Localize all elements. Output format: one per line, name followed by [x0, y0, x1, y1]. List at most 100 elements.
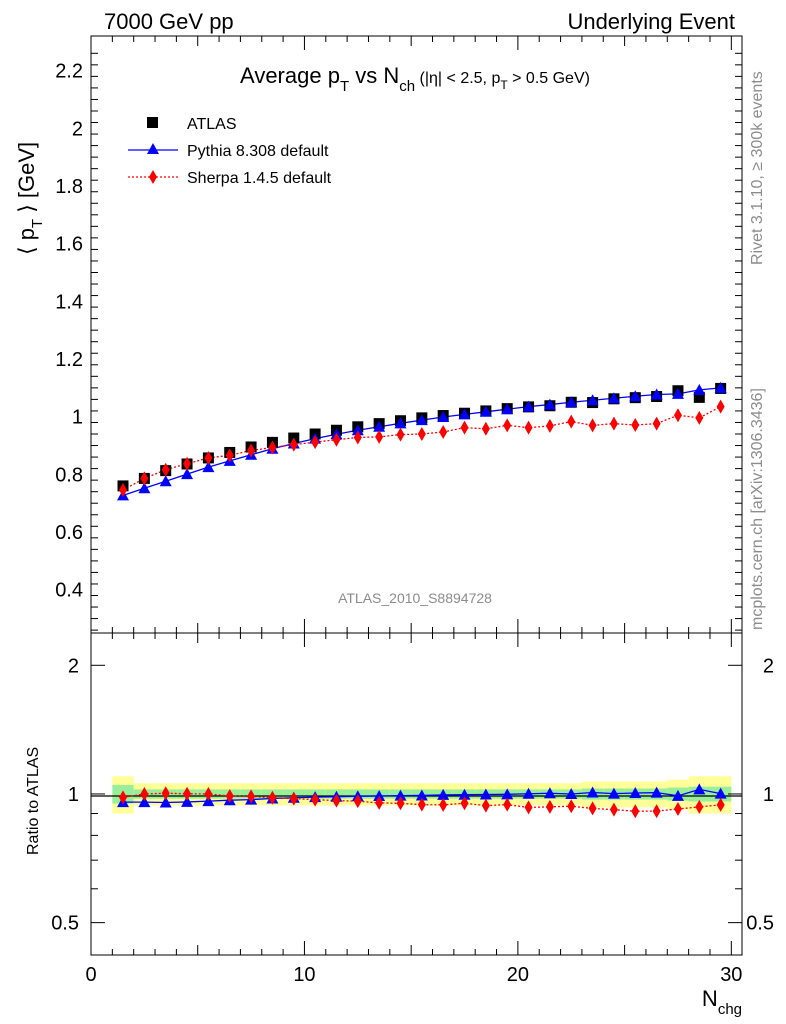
rivet-label: Rivet 3.1.10, ≥ 300k events	[749, 71, 766, 265]
ratio-point-triangle	[714, 787, 727, 799]
main-point-triangle	[714, 381, 727, 393]
ratio-point-diamond	[417, 797, 426, 812]
main-point-square	[693, 391, 705, 403]
x-tick-label: 10	[293, 964, 315, 986]
main-point-triangle	[693, 383, 706, 395]
y-tick-label: 1.8	[55, 176, 83, 198]
ratio-point-diamond	[439, 797, 448, 812]
ratio-point-triangle	[479, 788, 492, 800]
main-point-diamond	[631, 418, 640, 433]
ratio-point-diamond	[332, 793, 341, 808]
ratio-point-diamond	[460, 796, 469, 811]
main-point-triangle	[501, 403, 514, 415]
main-point-triangle	[138, 482, 151, 494]
ratio-point-triangle	[181, 795, 194, 807]
main-point-diamond	[503, 418, 512, 433]
ratio-x-axis: 0 10 20 30	[85, 633, 742, 986]
main-point-triangle	[607, 392, 620, 404]
legend-sherpa-label: Sherpa 1.4.5 default	[187, 170, 332, 187]
ratio-panel: 0.5 0.5 1 1 2 2 0 10 20 30 Ratio to ATLAS Nchg	[25, 632, 774, 1018]
ratio-y-tick-label: 0.5	[51, 913, 79, 935]
ratio-point-diamond	[673, 802, 682, 817]
ratio-y-tick-label-right: 0.5	[746, 913, 774, 935]
y-tick-label: 1.2	[55, 349, 83, 371]
analysis-watermark: ATLAS_2010_S8894728	[338, 590, 492, 606]
legend-atlas-marker	[147, 117, 158, 128]
main-point-triangle	[351, 424, 364, 436]
main-point-diamond	[183, 456, 192, 471]
main-point-diamond	[609, 416, 618, 431]
legend-pythia-marker	[147, 143, 159, 154]
main-point-diamond	[247, 443, 256, 458]
ratio-y-axis: 0.5 0.5 1 1 2 2	[51, 655, 774, 934]
ratio-point-diamond	[695, 799, 704, 814]
ratio-point-triangle	[138, 796, 151, 808]
ratio-point-diamond	[119, 790, 128, 805]
ratio-point-triangle	[458, 788, 471, 800]
ratio-point-diamond	[609, 802, 618, 817]
main-point-triangle	[629, 390, 642, 402]
main-point-diamond	[311, 435, 320, 450]
legend-pythia-label: Pythia 8.308 default	[187, 143, 329, 160]
ratio-point-triangle	[543, 787, 556, 799]
legend-pythia: Pythia 8.308 default	[128, 143, 329, 160]
main-point-triangle	[543, 398, 556, 410]
y-tick-label: 0.8	[55, 464, 83, 486]
main-point-diamond	[396, 427, 405, 442]
ratio-y-tick-label: 1	[68, 784, 79, 806]
x-tick-label: 20	[507, 964, 529, 986]
main-point-diamond	[481, 421, 490, 436]
ratio-series-layer	[117, 783, 727, 819]
ratio-point-triangle	[629, 787, 642, 799]
main-point-triangle	[586, 394, 599, 406]
main-point-triangle	[202, 461, 215, 473]
main-point-triangle	[394, 417, 407, 429]
main-point-diamond	[375, 429, 384, 444]
main-point-triangle	[479, 405, 492, 417]
main-panel: 0.4 0.6 0.8 1 1.2 1.4 1.6 1.8 2 2.2 Average pT vs…	[14, 35, 743, 634]
ratio-point-diamond	[652, 804, 661, 819]
header-left: 7000 GeV pp	[104, 9, 234, 34]
main-point-diamond	[673, 408, 682, 423]
ratio-point-diamond	[289, 791, 298, 806]
y-tick-label: 1.6	[55, 234, 83, 256]
main-point-triangle	[437, 410, 450, 422]
ratio-point-triangle	[415, 789, 428, 801]
ratio-point-triangle	[437, 788, 450, 800]
main-point-triangle	[671, 387, 684, 399]
ratio-point-diamond	[396, 796, 405, 811]
main-point-diamond	[524, 420, 533, 435]
ratio-point-diamond	[524, 800, 533, 815]
main-point-diamond	[439, 424, 448, 439]
chart-title: Average pT vs Nch (|η| < 2.5, pT > 0.5 G…	[240, 63, 590, 95]
ratio-point-triangle	[565, 787, 578, 799]
main-point-diamond	[268, 440, 277, 455]
y-tick-label: 2.2	[55, 61, 83, 83]
ratio-point-diamond	[353, 794, 362, 809]
ratio-point-triangle	[373, 790, 386, 802]
main-point-diamond	[588, 418, 597, 433]
ratio-point-triangle	[607, 787, 620, 799]
main-point-triangle	[650, 388, 663, 400]
main-point-diamond	[289, 437, 298, 452]
main-point-diamond	[225, 448, 234, 463]
ratio-point-diamond	[140, 786, 149, 801]
ratio-point-diamond	[225, 789, 234, 804]
ratio-point-triangle	[650, 786, 663, 798]
header-right: Underlying Event	[567, 9, 735, 34]
main-series-layer	[117, 381, 727, 501]
ratio-point-diamond	[183, 786, 192, 801]
y-tick-label: 1.4	[55, 291, 83, 313]
ratio-point-diamond	[716, 797, 725, 812]
main-point-triangle	[181, 468, 194, 480]
series-line-1	[122, 387, 721, 497]
ratio-point-diamond	[588, 801, 597, 816]
ratio-point-diamond	[161, 786, 170, 801]
main-point-diamond	[652, 416, 661, 431]
series-line-2	[122, 406, 721, 491]
main-point-diamond	[695, 410, 704, 425]
ratio-y-tick-label-right: 1	[763, 784, 774, 806]
ratio-point-diamond	[375, 795, 384, 810]
main-point-triangle	[159, 475, 172, 487]
